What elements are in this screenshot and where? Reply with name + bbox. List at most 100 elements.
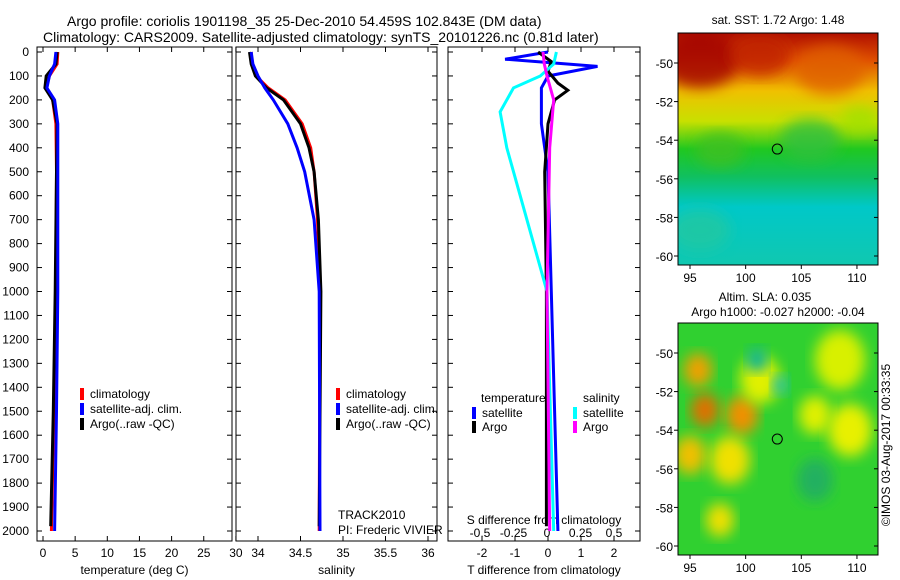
series-line-satellite-adj-clim- — [249, 51, 322, 532]
y-tick-label: 300 — [9, 117, 29, 131]
lat-label: -52 — [656, 386, 674, 400]
lon-label: 110 — [847, 271, 866, 285]
lat-label: -60 — [656, 540, 674, 554]
legend-swatch — [336, 418, 340, 430]
x-tick-label: 30 — [229, 546, 243, 560]
lon-label: 105 — [791, 561, 811, 575]
x-tick-label: -1 — [510, 546, 521, 560]
legend-swatch — [472, 407, 476, 419]
sst-blob — [730, 34, 790, 76]
y-tick-label: 1000 — [2, 285, 29, 299]
x-tick-label: 20 — [165, 546, 179, 560]
panel-frame — [447, 46, 641, 542]
y-tick-label: 1500 — [2, 404, 29, 418]
x-tick-label: 34 — [251, 546, 265, 560]
x-tick-label: 34.5 — [289, 546, 313, 560]
legend-label: Argo(..raw -QC) — [346, 417, 431, 431]
title-line-1: Argo profile: coriolis 1901198_35 25-Dec… — [67, 13, 542, 29]
map-sla — [678, 323, 878, 555]
series-line-satellite-adj-clim- — [45, 51, 60, 532]
legend-swatch — [472, 421, 476, 433]
legend-swatch — [80, 403, 84, 415]
y-tick-label: 1300 — [2, 356, 29, 370]
legend-label: Argo(..raw -QC) — [90, 417, 175, 431]
sla-blob — [799, 395, 831, 435]
y-tick-label: 2000 — [2, 524, 29, 538]
map-frame — [677, 322, 879, 556]
series-line-climatology — [249, 51, 322, 532]
map-sst — [678, 33, 878, 265]
lat-label: -58 — [656, 211, 674, 225]
legend-label: satellite-adj. clim. — [90, 402, 182, 416]
sla-blob — [747, 348, 767, 372]
x-tick-label: 0 — [545, 546, 552, 560]
panel-frame — [36, 46, 233, 542]
x-axis-label: salinity — [318, 563, 355, 577]
lon-label: 100 — [736, 271, 756, 285]
legend-swatch — [80, 388, 84, 400]
legend-label: satellite-adj. clim. — [346, 402, 438, 416]
sla-blob — [678, 435, 706, 475]
x2-tick-label: -0.25 — [500, 526, 528, 540]
y-tick-label: 1400 — [2, 380, 29, 394]
sst-blob — [678, 209, 730, 251]
lon-label: 95 — [683, 561, 697, 575]
lat-label: -58 — [656, 501, 674, 515]
y-tick-label: 0 — [22, 45, 29, 59]
y-tick-label: 500 — [9, 165, 29, 179]
legend-label: Argo — [583, 420, 609, 434]
sst-blob — [795, 45, 865, 95]
x-tick-label: 35.5 — [374, 546, 398, 560]
lon-label: 95 — [683, 271, 697, 285]
x2-tick-label: 0 — [544, 526, 551, 540]
x-tick-label: 10 — [101, 546, 115, 560]
sla-blob — [797, 458, 833, 502]
y-tick-label: 100 — [9, 69, 29, 83]
legend-title-temperature: temperature — [481, 391, 546, 405]
lon-label: 100 — [736, 561, 756, 575]
x2-axis-label: S difference from climatology — [467, 513, 622, 527]
y-tick-label: 800 — [9, 237, 29, 251]
sla-blob — [828, 403, 872, 457]
panel-frame — [235, 46, 438, 542]
x-tick-label: 36 — [421, 546, 435, 560]
sst-blob — [678, 33, 740, 88]
legend-swatch — [80, 418, 84, 430]
sst-blob — [780, 119, 840, 161]
sla-blob — [684, 353, 712, 387]
y-tick-label: 1900 — [2, 500, 29, 514]
x-axis-label: temperature (deg C) — [80, 563, 188, 577]
legend-label: satellite — [583, 406, 624, 420]
legend-label: climatology — [346, 387, 406, 401]
lat-label: -54 — [656, 134, 674, 148]
sla-blob — [691, 393, 719, 427]
lat-label: -56 — [656, 463, 674, 477]
title-line-2: Climatology: CARS2009. Satellite-adjuste… — [43, 29, 599, 45]
sla-map-title: Altim. SLA: 0.035 — [719, 290, 812, 304]
x2-tick-label: -0.5 — [470, 526, 491, 540]
y-tick-label: 700 — [9, 213, 29, 227]
lat-label: -50 — [656, 347, 674, 361]
y-tick-label: 400 — [9, 141, 29, 155]
x-tick-label: -2 — [477, 546, 488, 560]
legend-label: climatology — [90, 387, 150, 401]
legend-title-salinity: salinity — [583, 391, 620, 405]
lon-label: 105 — [791, 271, 811, 285]
sst-blob — [695, 132, 745, 168]
sla-map-subtitle: Argo h1000: -0.027 h2000: -0.04 — [691, 305, 865, 319]
y-tick-label: 900 — [9, 261, 29, 275]
series-line-argo-raw-qc- — [248, 51, 323, 527]
x-axis-label: T difference from climatology — [467, 563, 621, 577]
argo-position-marker-icon — [771, 433, 783, 445]
legend-swatch — [573, 407, 577, 419]
sla-blob — [815, 330, 865, 390]
lat-label: -52 — [656, 96, 674, 110]
y-tick-label: 600 — [9, 189, 29, 203]
lat-label: -50 — [656, 57, 674, 71]
lat-label: -54 — [656, 424, 674, 438]
sla-blob — [772, 375, 788, 395]
sst-blob — [840, 106, 878, 134]
lat-label: -60 — [656, 250, 674, 264]
